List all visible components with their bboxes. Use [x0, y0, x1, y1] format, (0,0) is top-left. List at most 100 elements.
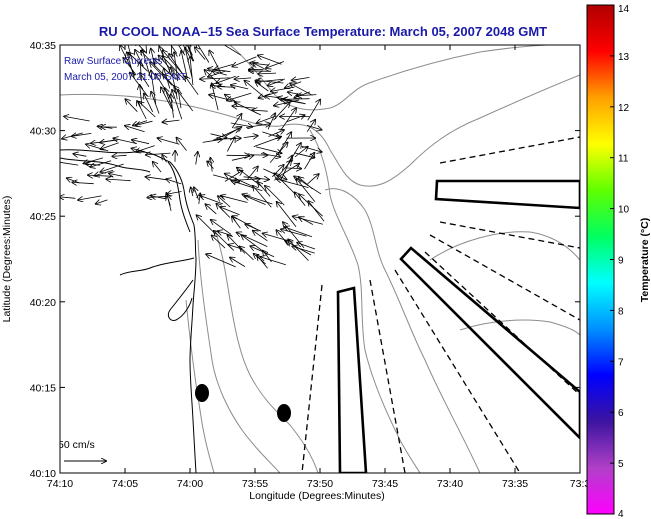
- current-vector: [190, 57, 193, 85]
- x-tick-label: 74:10: [47, 478, 73, 490]
- current-vector: [78, 195, 102, 200]
- current-vector: [140, 73, 150, 88]
- current-vector: [306, 125, 322, 129]
- current-vector: [142, 49, 151, 78]
- current-vector: [151, 196, 167, 199]
- legend-line-2: March 05, 2007 21:00 GMT: [64, 72, 186, 83]
- current-vector: [231, 181, 263, 192]
- current-vector: [245, 81, 267, 99]
- current-vector: [226, 137, 235, 152]
- current-vector: [306, 120, 315, 132]
- current-vector: [109, 174, 123, 177]
- current-vector: [153, 162, 162, 173]
- current-vector: [215, 138, 240, 139]
- current-vector: [101, 163, 124, 172]
- current-vector: [297, 243, 316, 250]
- current-vector: [278, 164, 300, 178]
- current-vector: [67, 178, 80, 184]
- current-vector: [220, 207, 240, 216]
- current-vector: [258, 55, 282, 65]
- colorbar-tick-label: 5: [618, 459, 624, 470]
- coastline: [60, 157, 151, 173]
- current-vector: [301, 145, 322, 152]
- x-tick-label: 73:55: [242, 478, 268, 490]
- colorbar: [586, 4, 615, 515]
- current-vector: [147, 196, 168, 197]
- current-vector: [200, 78, 230, 79]
- current-vector: [230, 258, 246, 267]
- current-vector: [164, 68, 171, 89]
- current-vector: [253, 231, 268, 242]
- current-vector: [194, 187, 199, 200]
- current-vector: [88, 175, 114, 176]
- current-vector: [163, 120, 180, 122]
- y-tick-label: 40:10: [30, 468, 56, 480]
- current-vector: [292, 246, 315, 254]
- current-vector: [227, 92, 252, 100]
- current-vector: [256, 82, 269, 92]
- current-vector: [140, 85, 142, 106]
- sampling-box: [336, 286, 368, 473]
- current-vector: [308, 201, 325, 222]
- y-axis-label: Latitude (Degrees:Minutes): [1, 196, 13, 323]
- current-vector: [214, 64, 233, 69]
- current-vector: [197, 215, 216, 235]
- radial-lines: [301, 136, 580, 473]
- current-vector: [295, 192, 306, 206]
- current-vector: [62, 132, 83, 139]
- current-vector: [135, 45, 147, 53]
- current-vector: [216, 75, 236, 83]
- map-layer: Raw Surface Currents March 05, 2007 21:0…: [60, 45, 580, 473]
- y-axis: 40:10 40:15 40:20 40:25 40:30 40:35: [30, 40, 580, 480]
- y-tick-label: 40:15: [30, 382, 56, 394]
- current-vector: [209, 95, 238, 103]
- colorbar-tick-label: 4: [618, 509, 624, 519]
- current-vector: [185, 76, 199, 95]
- sampling-box: [399, 246, 580, 440]
- current-vector: [277, 132, 292, 156]
- x-tick-label: 74:00: [177, 478, 203, 490]
- current-vector: [206, 204, 217, 215]
- current-vector: [166, 179, 182, 185]
- current-vector: [288, 239, 309, 261]
- x-axis-label: Longitude (Degrees:Minutes): [249, 490, 384, 502]
- current-vector: [128, 53, 148, 72]
- current-vector: [210, 158, 212, 172]
- current-vector: [95, 170, 114, 175]
- bathymetry-contour: [197, 239, 281, 473]
- y-tick-label: 40:35: [30, 40, 56, 52]
- current-vector: [235, 78, 252, 79]
- colorbar-tick-label: 11: [618, 154, 629, 165]
- current-vector: [256, 80, 284, 83]
- current-vector: [161, 87, 173, 109]
- current-vector: [178, 90, 181, 109]
- current-vector: [135, 50, 144, 66]
- current-vector: [233, 106, 255, 108]
- colorbar-tick-label: 12: [618, 103, 630, 114]
- current-vector: [106, 179, 131, 181]
- current-vector: [243, 136, 258, 138]
- current-vector: [150, 63, 173, 86]
- buoy-marker: [195, 384, 209, 402]
- chart-title: RU COOL NOAA–15 Sea Surface Temperature:…: [99, 24, 547, 39]
- coastline: [167, 161, 191, 233]
- current-vector: [125, 126, 145, 133]
- current-vector: [84, 157, 104, 164]
- x-axis: 74:10 74:05 74:00 73:55 73:50 73:45 73:40 73:35…: [47, 45, 590, 490]
- current-vector: [163, 50, 183, 74]
- current-vector: [171, 94, 174, 118]
- current-vector: [90, 160, 112, 167]
- colorbar-tick-label: 7: [618, 357, 624, 368]
- current-vector: [185, 48, 193, 78]
- current-vector: [250, 246, 275, 258]
- bathymetry-contour: [185, 299, 215, 473]
- current-vector: [260, 154, 280, 157]
- current-vector: [304, 153, 315, 170]
- current-vector: [191, 188, 193, 197]
- current-vector: [277, 202, 297, 228]
- current-vector: [207, 161, 214, 169]
- current-vector: [228, 235, 246, 254]
- colorbar-tick-label: 14: [618, 4, 630, 15]
- current-vector: [101, 142, 119, 149]
- current-vector: [172, 90, 183, 120]
